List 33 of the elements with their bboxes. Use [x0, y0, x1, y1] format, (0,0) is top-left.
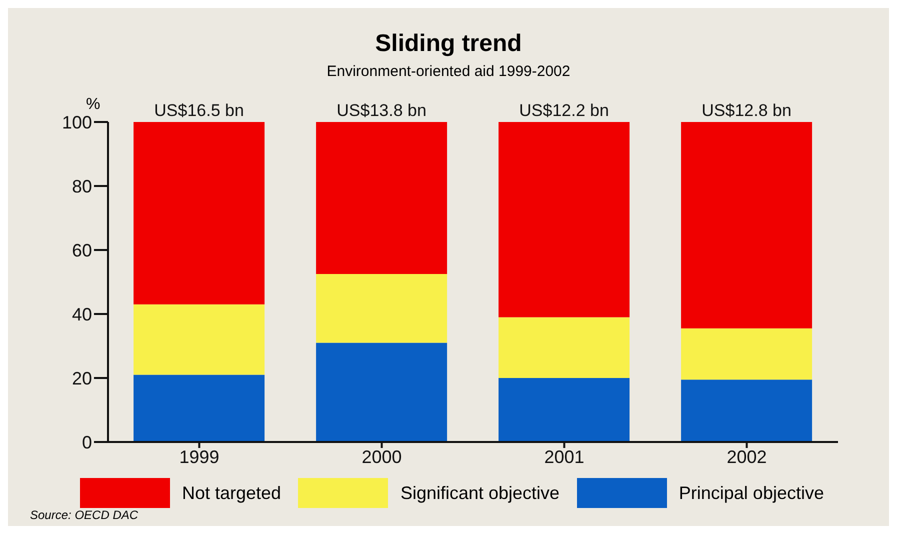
y-tick-label: 20: [72, 368, 92, 388]
y-tick-label: 100: [62, 112, 92, 132]
bar: [681, 122, 812, 328]
legend-label: Principal objective: [678, 482, 824, 504]
y-tick-label: 80: [72, 176, 92, 196]
legend-label: Not targeted: [182, 482, 282, 504]
chart-title: Sliding trend: [374, 30, 523, 58]
bar: [316, 342, 448, 442]
bar: [498, 317, 630, 378]
bar: [134, 304, 265, 375]
bar: [134, 374, 265, 442]
bar: [316, 122, 448, 274]
x-tick-label: 2000: [362, 446, 402, 467]
x-tick-label: 2002: [726, 446, 767, 467]
chart-subtitle: Environment-oriented aid 1999-2002: [326, 63, 572, 80]
source-note: Source: OECD DAC: [30, 508, 138, 522]
y-tick-label: 60: [72, 240, 92, 260]
legend-label: Significant objective: [400, 482, 560, 504]
x-tick-label: 2001: [544, 446, 584, 467]
total-label: US$12.2 bn: [519, 101, 609, 120]
bar: [681, 328, 812, 380]
bar: [681, 380, 812, 442]
total-label: US$16.5 bn: [154, 101, 244, 120]
y-axis-title: %: [86, 96, 100, 114]
bar: [134, 122, 265, 304]
y-tick-label: 0: [82, 432, 92, 452]
x-tick-label: 1999: [179, 446, 220, 467]
bar: [316, 274, 448, 343]
bar: [498, 122, 630, 318]
bar: [498, 378, 630, 442]
total-label: US$12.8 bn: [702, 101, 792, 120]
y-tick-label: 40: [72, 304, 92, 324]
total-label: US$13.8 bn: [336, 101, 426, 120]
